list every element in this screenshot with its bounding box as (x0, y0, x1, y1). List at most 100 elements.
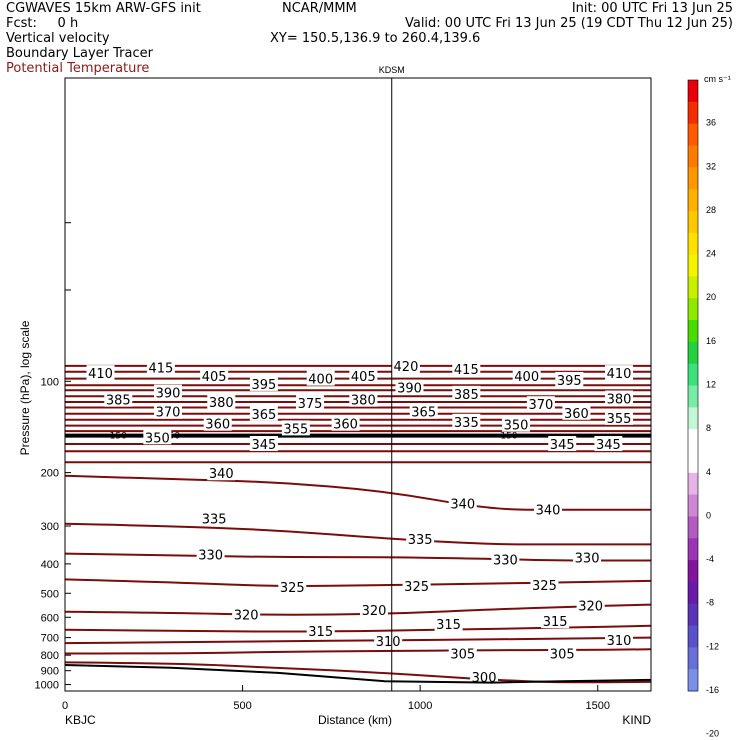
contour-label-bg-39 (196, 546, 225, 562)
tropopause-label-0: 150 (110, 432, 127, 442)
contour-label-bg-54 (548, 645, 577, 661)
contour-theta-310 (65, 636, 651, 645)
colorbar-swatch (688, 581, 698, 605)
contour-label-bg-13 (207, 393, 236, 409)
contour-label-bg-2 (200, 367, 229, 383)
contour-label-400: 400 (514, 370, 539, 385)
contour-label-335: 335 (454, 416, 479, 431)
contour-label-bg-30 (143, 429, 172, 445)
contour-label-360: 360 (205, 418, 230, 433)
contour-label-370: 370 (528, 398, 553, 413)
contour-label-bg-31 (249, 436, 278, 452)
y-tick-label: 800 (41, 650, 59, 662)
contour-label-355: 355 (607, 412, 632, 427)
contour-label-bg-32 (548, 436, 577, 452)
contour-label-380: 380 (351, 394, 376, 409)
y-tick-label: 700 (41, 633, 59, 645)
contour-label-bg-47 (576, 597, 605, 613)
contour-label-bg-29 (502, 416, 531, 432)
contour-label-bg-3 (249, 375, 278, 391)
contour-label-bg-27 (605, 409, 634, 425)
contour-label-bg-45 (232, 606, 261, 622)
contour-label-360: 360 (333, 418, 358, 433)
left-endpoint-label: KBJC (65, 713, 96, 727)
contour-label-345: 345 (596, 438, 621, 453)
colorbar-swatch (688, 647, 698, 670)
colorbar-swatch (688, 363, 698, 386)
colorbar-units: cm s⁻¹ (704, 74, 731, 84)
terrain-line (64, 664, 652, 684)
contour-label-380: 380 (607, 393, 632, 408)
init-time: Init: 00 UTC Fri 13 Jun 25 (572, 1, 733, 16)
colorbar-label: -4 (706, 554, 714, 564)
colorbar-swatch (688, 232, 698, 256)
contour-label-325: 325 (280, 581, 305, 596)
contour-label-bg-46 (359, 601, 388, 617)
contour-label-bg-8 (512, 367, 541, 383)
colorbar-label: 12 (706, 380, 716, 390)
contour-label-390: 390 (397, 382, 422, 397)
header: CGWAVES 15km ARW-GFS init NCAR/MMM Init:… (6, 1, 733, 76)
y-tick-label: 600 (41, 612, 59, 624)
colorbar-swatch (688, 320, 698, 343)
contour-label-320: 320 (578, 600, 603, 615)
contour-theta-305 (65, 648, 651, 655)
contour-label-305: 305 (550, 648, 575, 663)
vertical-velocity-colorbar: cm s⁻¹ 36 32 28 24 20 16 12 8 4 0 -4 -8 -12 -16 -20 (687, 74, 731, 739)
contour-label-bg-18 (526, 396, 555, 412)
contour-label-360: 360 (564, 407, 589, 422)
colorbar-swatch (688, 101, 698, 125)
x-axis-label: Distance (km) (318, 713, 392, 727)
tropopause-label-2: 150 (500, 432, 517, 442)
contour-label-315: 315 (436, 618, 461, 633)
contour-label-bg-28 (452, 413, 481, 429)
contour-label-320: 320 (362, 604, 387, 619)
contour-label-bg-12 (104, 391, 133, 407)
contour-label-bg-21 (249, 405, 278, 421)
contour-label-bg-43 (402, 577, 431, 593)
contour-label-bg-53 (448, 645, 477, 661)
contour-label-340: 340 (450, 498, 475, 513)
contour-label-bg-42 (278, 578, 307, 594)
contour-label-335: 335 (202, 512, 227, 527)
contour-label-bg-25 (281, 420, 310, 436)
field-boundary-layer-tracer: Boundary Layer Tracer (6, 46, 154, 61)
station-marker-label: KDSM (379, 65, 405, 75)
contour-label-395: 395 (557, 374, 582, 389)
colorbar-swatch (688, 625, 698, 648)
contour-label-350: 350 (504, 419, 529, 434)
colorbar-swatch (688, 385, 698, 408)
colorbar-swatch (688, 80, 698, 103)
contour-label-bg-7 (452, 360, 481, 376)
colorbar-label: 32 (706, 161, 716, 171)
colorbar-label: 4 (706, 467, 711, 477)
contour-theta-325 (65, 578, 651, 587)
colorbar-frame (687, 79, 699, 692)
plot-overlays: 150 150 150 415 410 405 395 400 405 420 415 400 395 4… (64, 78, 652, 691)
contour-label-bg-33 (594, 436, 623, 452)
contour-theta-335 (65, 522, 651, 546)
contour-label-350: 350 (145, 431, 170, 446)
contour-label-bg-19 (605, 390, 634, 406)
contour-label-bg-10 (605, 365, 634, 381)
colorbar-label: 0 (706, 510, 711, 520)
contour-label-355: 355 (283, 422, 308, 437)
contour-label-bg-14 (296, 395, 325, 411)
contour-label-bg-26 (331, 415, 360, 431)
colorbar-swatch (688, 560, 698, 583)
contour-label-325: 325 (404, 580, 429, 595)
contour-label-bg-11 (153, 384, 182, 400)
contour-label-330: 330 (575, 551, 600, 566)
contour-label-345: 345 (550, 438, 575, 453)
colorbar-label: 20 (706, 292, 716, 302)
colorbar-label: 8 (706, 423, 711, 433)
contour-label-bg-40 (491, 551, 520, 567)
x-tick-label: 1000 (408, 700, 432, 712)
contour-label-bg-36 (534, 501, 563, 517)
colorbar-swatch (688, 167, 698, 190)
contour-label-bg-15 (349, 391, 378, 407)
forecast-hour: Fcst: 0 h (6, 16, 78, 31)
contour-label-bg-41 (573, 549, 602, 565)
contour-label-375: 375 (298, 397, 323, 412)
